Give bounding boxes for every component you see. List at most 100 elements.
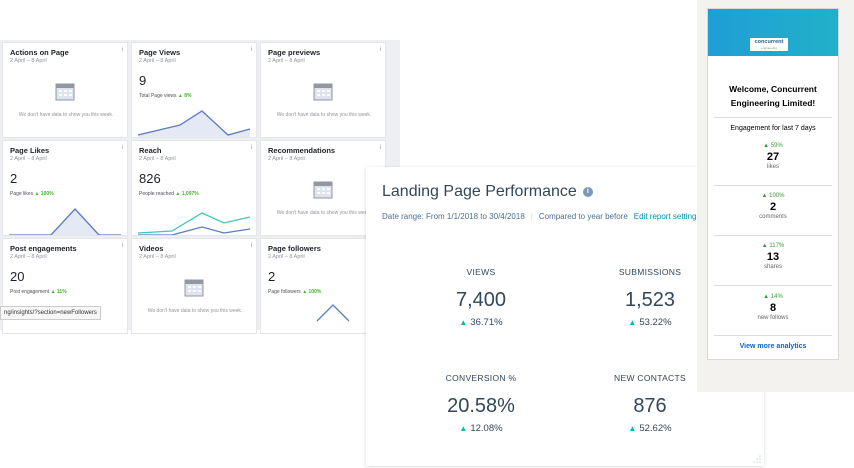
calendar-icon: [313, 83, 333, 101]
card-title: Reach: [139, 146, 162, 155]
divider: [714, 185, 832, 186]
metric-change-value: 53.22%: [639, 317, 672, 328]
metric-change-value: 36.71%: [470, 317, 503, 328]
facebook-insights-grid: Actions on Page 2 April – 8 April i We d…: [0, 40, 400, 334]
metric-views: VIEWS 7,400 ▲ 36.71%: [401, 267, 561, 328]
edit-report-settings-link[interactable]: Edit report settings: [633, 212, 701, 221]
divider: |: [530, 212, 533, 221]
info-icon[interactable]: i: [250, 145, 252, 151]
card-page-previews[interactable]: Page previews 2 April – 8 April i We don…: [260, 42, 386, 138]
card-page-likes[interactable]: Page Likes 2 April – 8 April i 2 Page li…: [2, 140, 128, 236]
card-sub-label: People reached: [139, 191, 175, 197]
company-banner: concurrent engineering: [708, 9, 838, 56]
info-icon[interactable]: i: [250, 47, 252, 53]
info-icon[interactable]: i: [582, 186, 593, 197]
logo-name: concurrent: [754, 39, 784, 45]
card-title: Page previews: [268, 48, 321, 57]
card-sub-label: Total Page views: [139, 93, 177, 99]
stat-number: 13: [766, 251, 780, 263]
card-value: 2: [10, 171, 18, 186]
logo-sub: engineering: [761, 46, 777, 50]
up-triangle-icon: ▲: [763, 294, 770, 300]
metric-label: SUBMISSIONS: [618, 267, 682, 277]
metric-change-value: 12.08%: [470, 423, 503, 434]
card-videos[interactable]: Videos 2 April – 8 April i We don't have…: [131, 238, 257, 334]
card-sub-label: Post engagement: [10, 289, 50, 295]
card-date: 2 April – 8 April: [10, 58, 47, 64]
divider: [714, 335, 832, 336]
card-change: ▲ 100%: [34, 191, 54, 197]
up-triangle-icon: ▲: [628, 424, 637, 433]
no-data-text: We don't have data to show you this week…: [276, 210, 372, 216]
card-sub-label: Page followers: [268, 289, 301, 295]
stat-pct: 100%: [769, 193, 785, 199]
metric-change: ▲ 52.62%: [570, 423, 730, 434]
up-triangle-icon: ▲: [459, 318, 468, 327]
engagement-label: Engagement for last 7 days: [730, 125, 816, 132]
metric-change: ▲ 12.08%: [401, 423, 561, 434]
metric-value: 20.58%: [447, 395, 515, 417]
metric-value: 876: [633, 395, 667, 417]
url-tooltip: ng/insights/?section=newFollowers: [0, 306, 101, 320]
info-icon[interactable]: i: [379, 47, 381, 53]
up-triangle-icon: ▲: [761, 243, 768, 249]
compared-to: Compared to year before: [538, 212, 628, 221]
card-change: ▲ 1,097%: [175, 191, 199, 197]
card-reach[interactable]: Reach 2 April – 8 April i 826 People rea…: [131, 140, 257, 236]
up-triangle-icon: ▲: [459, 424, 468, 433]
card-value: 2: [268, 269, 276, 284]
chart-area: [9, 209, 121, 235]
card-date: 2 April – 8 April: [139, 254, 176, 260]
info-icon[interactable]: i: [121, 243, 123, 249]
stat-number: 8: [769, 302, 777, 314]
stat-change: ▲ 100%: [708, 193, 838, 199]
reach-chart: [137, 212, 251, 235]
card-recommendations[interactable]: Recommendations 2 April – 8 April i We d…: [260, 140, 386, 236]
divider: [714, 285, 832, 286]
calendar-icon: [313, 181, 333, 199]
card-title: Recommendations: [268, 146, 336, 155]
metric-label: CONVERSION %: [445, 373, 517, 383]
stat-pct: 14%: [770, 294, 783, 300]
card-title: Post engagements: [10, 244, 77, 253]
stat-label: likes: [766, 164, 779, 170]
view-more-analytics-link[interactable]: View more analytics: [739, 343, 807, 350]
company-logo[interactable]: concurrent engineering: [750, 38, 788, 51]
no-data-text: We don't have data to show you this week…: [147, 308, 243, 314]
card-date: 2 April – 8 April: [139, 58, 176, 64]
card-change: ▲ 8%: [177, 93, 192, 99]
metric-submissions: SUBMISSIONS 1,523 ▲ 53.22%: [570, 267, 730, 328]
metric-value: 1,523: [624, 289, 676, 311]
page-views-chart: [137, 110, 251, 137]
card-date: 2 April – 8 April: [268, 254, 305, 260]
stat-number: 2: [769, 201, 777, 213]
no-data-text: We don't have data to show you this week…: [276, 112, 372, 118]
stat-likes: ▲ 59% 27 likes: [708, 143, 838, 170]
up-triangle-icon: ▲: [628, 318, 637, 327]
card-page-views[interactable]: Page Views 2 April – 8 April i 9 Total P…: [131, 42, 257, 138]
date-range: Date range: From 1/1/2018 to 30/4/2018: [382, 212, 525, 221]
info-icon[interactable]: i: [121, 145, 123, 151]
stat-label: shares: [763, 264, 782, 270]
calendar-icon: [184, 279, 204, 297]
card-actions-on-page[interactable]: Actions on Page 2 April – 8 April i We d…: [2, 42, 128, 138]
info-icon[interactable]: i: [121, 47, 123, 53]
card-date: 2 April – 8 April: [139, 156, 176, 162]
info-icon[interactable]: i: [379, 145, 381, 151]
card-change: ▲ 100%: [302, 289, 322, 295]
stat-change: ▲ 59%: [708, 143, 838, 149]
card-date: 2 April – 8 April: [10, 254, 47, 260]
no-data-text: We don't have data to show you this week…: [18, 112, 114, 118]
stat-number: 27: [766, 151, 780, 163]
metric-value: 7,400: [455, 289, 507, 311]
up-triangle-icon: ▲: [763, 143, 770, 149]
calendar-icon: [55, 83, 75, 101]
resize-handle-icon[interactable]: [752, 454, 762, 464]
chart-line-paid: [137, 212, 251, 234]
card-sub: Page followers ▲ 100%: [268, 289, 321, 295]
date-range-bar: Date range: From 1/1/2018 to 30/4/2018 | C…: [382, 212, 700, 221]
up-triangle-icon: ▲: [761, 193, 768, 199]
stat-change: ▲ 14%: [708, 294, 838, 300]
info-icon[interactable]: i: [250, 243, 252, 249]
card-sub-label: Page likes: [10, 191, 34, 197]
